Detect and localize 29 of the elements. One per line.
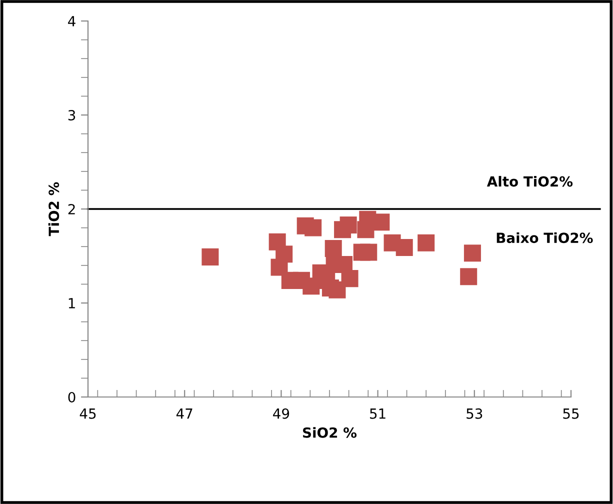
x-axis-title: SiO2 % [303,427,357,438]
y-tick-label: 3 [68,110,76,120]
x-tick-label: 45 [80,408,96,419]
x-tick-label: 49 [273,408,290,419]
point [270,258,288,276]
y-tick-label: 0 [68,392,76,402]
point [341,270,358,288]
y-tick-label: 1 [68,298,75,308]
point [318,272,336,289]
x-tick-label: 51 [370,408,386,419]
point [396,239,413,256]
x-tick-label: 55 [563,408,579,419]
point [460,268,478,286]
y-tick-label: 4 [68,16,76,26]
point [304,219,322,236]
annotation: Alto TiO2% [486,176,573,187]
point [357,221,374,238]
x-tick-label: 47 [176,408,192,419]
y-axis-title: TiO2 % [48,182,60,236]
y-tick-label: 2 [68,204,75,214]
annotation: Baixo TiO2% [496,232,593,244]
point [202,248,219,266]
point [360,244,378,261]
point [418,234,435,252]
point [464,244,481,262]
point [340,216,357,234]
point [324,240,342,257]
point [372,214,390,231]
x-tick-label: 53 [466,408,482,419]
